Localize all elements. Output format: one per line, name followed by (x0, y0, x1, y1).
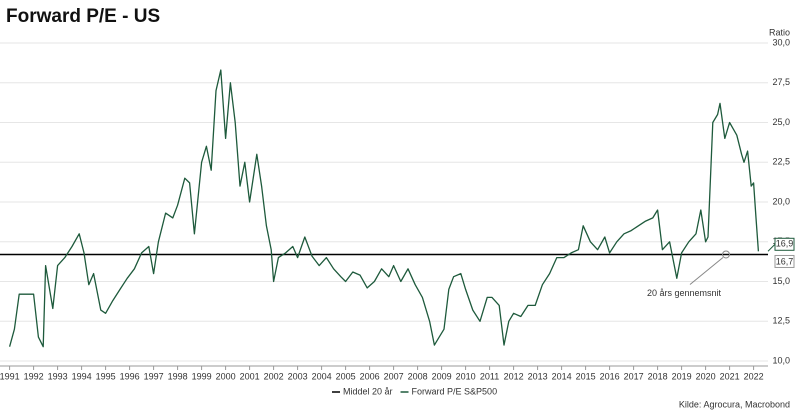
x-tick-label: 1993 (48, 371, 68, 381)
x-tick-label: 2011 (480, 371, 499, 381)
x-tick-label: 2021 (720, 371, 740, 381)
x-tick-label: 2018 (648, 371, 668, 381)
value-label: 16,9 (776, 239, 794, 249)
x-tick-label: 2002 (264, 371, 284, 381)
x-tick-label: 1992 (24, 371, 44, 381)
y-tick-label: 22,5 (772, 157, 790, 167)
x-tick-label: 2015 (576, 371, 596, 381)
value-label: 16,7 (776, 256, 794, 266)
x-tick-label: 1997 (144, 371, 164, 381)
x-tick-label: 2013 (528, 371, 548, 381)
x-tick-label: 2010 (456, 371, 476, 381)
y-tick-label: 20,0 (772, 196, 790, 206)
x-tick-label: 1999 (192, 371, 212, 381)
x-tick-label: 2004 (312, 371, 332, 381)
x-tick-label: 2000 (216, 371, 236, 381)
x-tick-label: 2012 (504, 371, 524, 381)
source: Kilde: Agrocura, Macrobond (679, 399, 790, 409)
legend-label: Forward P/E S&P500 (412, 386, 498, 396)
x-tick-label: 2014 (552, 371, 572, 381)
x-tick-label: 2009 (432, 371, 452, 381)
annotation: 20 års gennemsnit (647, 288, 722, 298)
x-tick-label: 2022 (744, 371, 764, 381)
x-tick-label: 2001 (240, 371, 260, 381)
legend-label: Middel 20 år (343, 386, 393, 396)
y-tick-label: 25,0 (772, 117, 790, 127)
x-tick-label: 2008 (408, 371, 428, 381)
x-tick-label: 2016 (600, 371, 620, 381)
x-tick-label: 2003 (288, 371, 308, 381)
x-tick-label: 2006 (360, 371, 380, 381)
x-tick-label: 2007 (384, 371, 404, 381)
series-line (10, 70, 759, 347)
x-tick-label: 2005 (336, 371, 356, 381)
x-tick-label: 1998 (168, 371, 188, 381)
chart: Forward P/E - US Ratio Kilde: Agrocura, … (0, 0, 797, 414)
x-tick-label: 1991 (0, 371, 20, 381)
x-tick-label: 2019 (672, 371, 692, 381)
x-tick-label: 1994 (72, 371, 92, 381)
x-tick-label: 1996 (120, 371, 140, 381)
x-tick-label: 2017 (624, 371, 644, 381)
chart-title: Forward P/E - US (6, 6, 160, 27)
y-tick-label: 15,0 (772, 276, 790, 286)
y-tick-label: 30,0 (772, 37, 790, 47)
y-axis-label: Ratio (769, 27, 790, 37)
y-tick-label: 27,5 (772, 77, 790, 87)
y-tick-label: 12,5 (772, 316, 790, 326)
x-tick-label: 2020 (696, 371, 716, 381)
annotation-leader (690, 257, 723, 284)
x-tick-label: 1995 (96, 371, 116, 381)
y-tick-label: 10,0 (772, 355, 790, 365)
